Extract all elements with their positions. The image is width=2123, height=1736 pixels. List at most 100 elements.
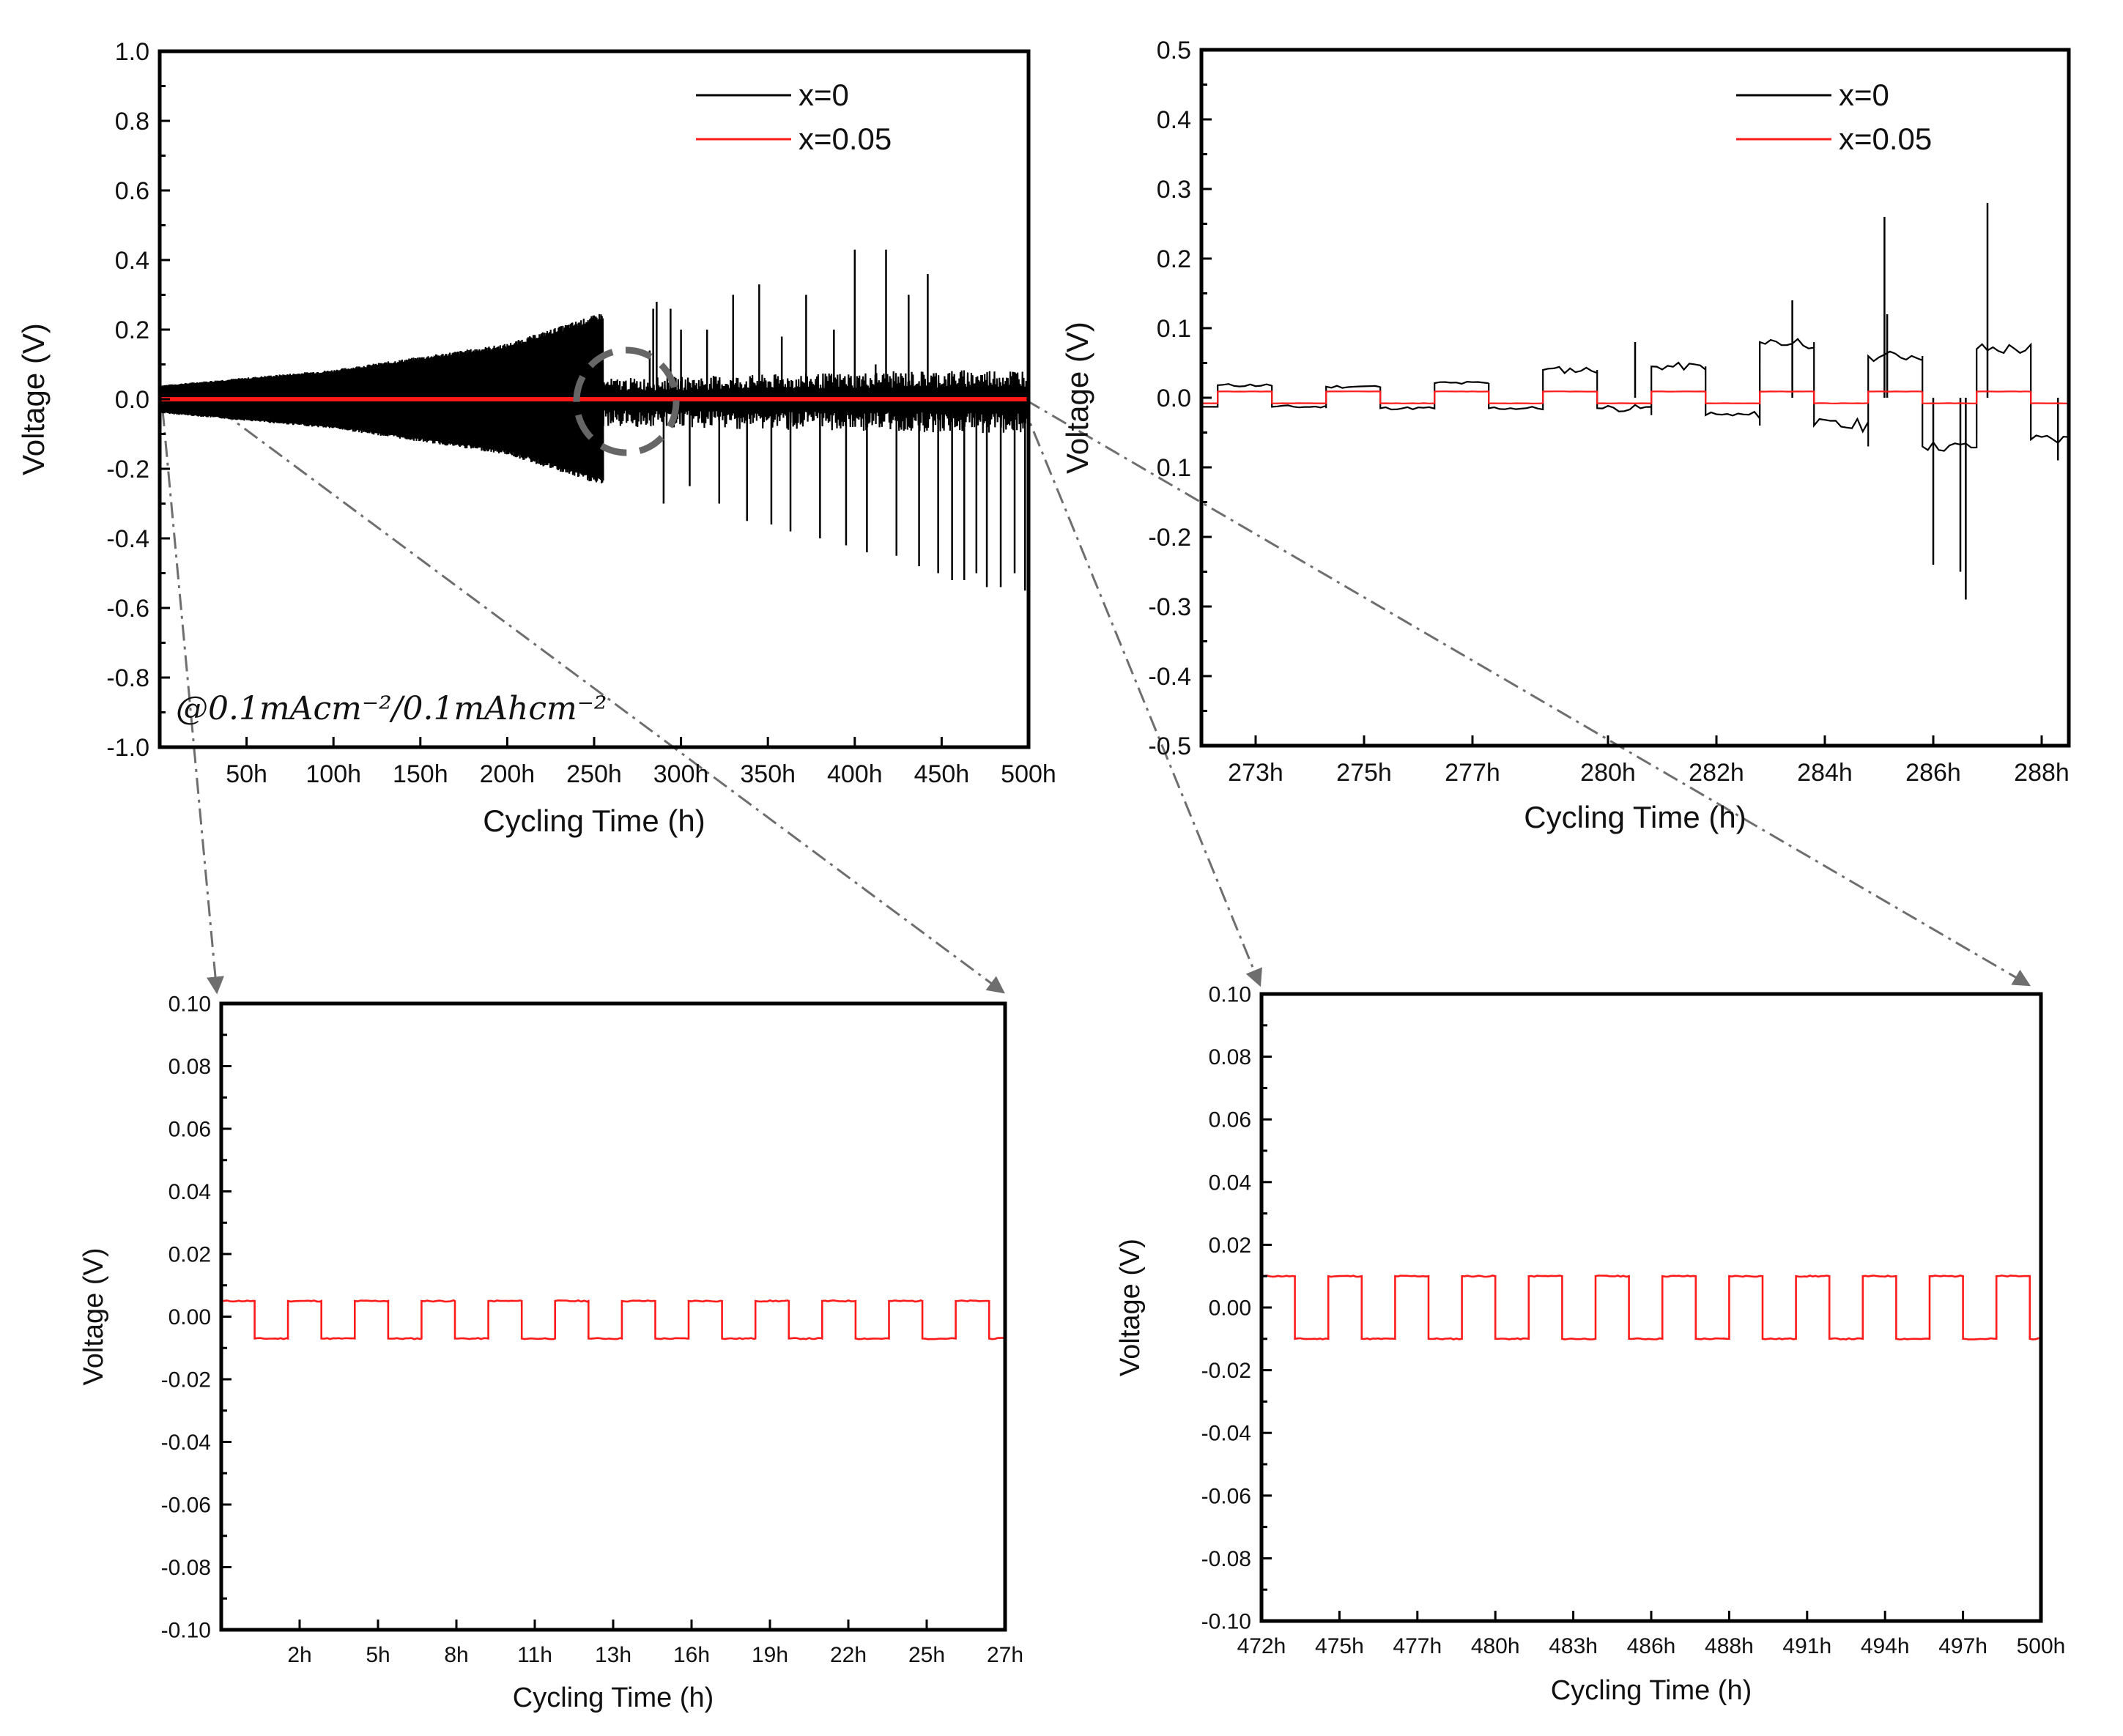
x-tick-label: 486h: [1627, 1634, 1676, 1658]
x-tick-label: 5h: [366, 1643, 390, 1667]
y-tick-label: -0.08: [1201, 1547, 1251, 1571]
x-tick-label: 13h: [595, 1643, 631, 1667]
y-tick-label: -0.04: [161, 1431, 211, 1455]
y-tick-label: 0.3: [1157, 176, 1191, 204]
y-tick-label: 0.10: [1209, 983, 1251, 1007]
x-tick-label: 286h: [1905, 759, 1961, 787]
x-tick-label: 16h: [673, 1643, 710, 1667]
legend: x=0 x=0.05: [1736, 78, 1932, 156]
x-tick-label: 284h: [1797, 759, 1853, 787]
x-tick-label: 200h: [480, 760, 536, 788]
x-tick-label: 494h: [1861, 1634, 1910, 1658]
y-tick-label: 0.1: [1157, 315, 1191, 343]
y-tick-label: 0.06: [168, 1118, 211, 1142]
series-line-x005: [1201, 390, 2069, 404]
legend: x=0 x=0.05: [696, 78, 892, 156]
y-tick-label: -0.04: [1201, 1422, 1251, 1446]
x-tick-label: 8h: [444, 1643, 468, 1667]
connector-a-to-d-left: [1020, 402, 1262, 987]
plot-frame: [1259, 992, 2043, 1623]
x-tick-label: 491h: [1782, 1634, 1831, 1658]
x-tick-label: 497h: [1938, 1634, 1987, 1658]
x-tick-label: 475h: [1315, 1634, 1364, 1658]
y-tick-label: -0.06: [1201, 1484, 1251, 1508]
x-tick-label: 483h: [1549, 1634, 1598, 1658]
y-tick-label: -0.5: [1148, 732, 1191, 760]
y-axis-title: Voltage (V): [1115, 1239, 1146, 1376]
y-tick-label: 0.5: [1157, 37, 1191, 64]
y-axis-title: Voltage (V): [1060, 322, 1094, 474]
series-line-x0: [1201, 338, 2069, 452]
x-tick-label: 100h: [305, 760, 361, 788]
y-tick-label: 0.1: [1157, 454, 1191, 482]
y-tick-label: -0.06: [161, 1494, 211, 1518]
current-density-annotation: @0.1mAcm⁻²/0.1mAhcm⁻²: [176, 690, 607, 727]
y-tick-label: -0.3: [1148, 593, 1191, 621]
x-tick-label: 11h: [517, 1643, 552, 1667]
y-tick-label: 0.08: [1209, 1045, 1251, 1069]
y-tick-label: -0.2: [1148, 524, 1191, 552]
y-tick-label: 0.00: [1209, 1297, 1251, 1321]
y-tick-label: 0.2: [115, 316, 149, 344]
y-axis-title: Voltage (V): [16, 323, 51, 475]
legend-label: x=0: [799, 78, 849, 112]
x-tick-label: 150h: [393, 760, 448, 788]
x-tick-label: 500h: [2017, 1634, 2066, 1658]
x-tick-label: 477h: [1393, 1634, 1442, 1658]
x-tick-label: 277h: [1445, 759, 1500, 787]
plot-area: [160, 249, 1029, 591]
y-tick-label: -1.0: [106, 734, 149, 762]
chart-panel-c: -0.10 -0.08 -0.06 -0.04 -0.02 0.00 0.02 0.04 0.0…: [78, 993, 1023, 1714]
x-tick-label: 472h: [1237, 1634, 1286, 1658]
y-tick-label: 0.8: [115, 108, 149, 136]
connector-a-to-c-left: [161, 409, 224, 995]
x-tick-label: 500h: [1001, 760, 1056, 788]
x-tick-label: 450h: [914, 760, 970, 788]
x-tick-label: 288h: [2014, 759, 2070, 787]
connector-a-to-c-right: [219, 409, 1005, 994]
y-tick-label: -0.10: [1201, 1610, 1251, 1634]
plot-area: [1261, 1275, 2041, 1340]
x-tick-label: 280h: [1580, 759, 1636, 787]
zoom-region-circle: [573, 346, 680, 456]
x-tick-label: 25h: [908, 1643, 945, 1667]
y-tick-label: 0.02: [1209, 1234, 1251, 1258]
y-tick-label: 0.6: [115, 177, 149, 205]
x-tick-label: 400h: [827, 760, 883, 788]
x-tick-label: 250h: [566, 760, 622, 788]
zoom-connectors: [161, 398, 2031, 995]
y-tick-label: 0.4: [1157, 106, 1191, 134]
x-axis-title: Cycling Time (h): [1524, 800, 1746, 834]
chart-panel-b: -0.5 -0.4 -0.3 -0.2 0.1 0.0 0.1 0.2 0.3 0.4 0.5 273…: [1060, 37, 2071, 834]
y-tick-label: -0.02: [161, 1368, 211, 1392]
y-tick-label: -0.4: [106, 525, 149, 553]
x-tick-label: 27h: [987, 1643, 1023, 1667]
x-tick-label: 275h: [1336, 759, 1392, 787]
y-tick-label: -0.02: [1201, 1359, 1251, 1383]
x-tick-label: 300h: [653, 760, 709, 788]
series-line-x005: [221, 1299, 1005, 1340]
x-tick-label: 282h: [1689, 759, 1744, 787]
x-tick-label: 2h: [287, 1643, 311, 1667]
series-line-x005: [1261, 1275, 2041, 1340]
y-tick-label: 0.06: [1209, 1108, 1251, 1132]
x-axis-title: Cycling Time (h): [1551, 1675, 1752, 1706]
chart-panel-d: -0.10 -0.08 -0.06 -0.04 -0.02 0.00 0.02 0.04 0.0…: [1115, 983, 2065, 1707]
y-tick-label: 0.02: [168, 1243, 211, 1267]
x-tick-label: 50h: [226, 760, 267, 788]
y-tick-label: 0.2: [1157, 245, 1191, 273]
y-tick-label: -0.2: [106, 456, 149, 483]
y-tick-label: -0.8: [106, 664, 149, 692]
x-tick-label: 19h: [752, 1643, 788, 1667]
plot-area: [221, 1299, 1005, 1340]
x-axis-title: Cycling Time (h): [483, 804, 705, 838]
x-tick-label: 350h: [740, 760, 796, 788]
y-axis-title: Voltage (V): [78, 1248, 109, 1386]
y-tick-label: -0.6: [106, 595, 149, 623]
legend-label: x=0: [1839, 78, 1889, 112]
legend-label: x=0.05: [1839, 122, 1932, 156]
y-tick-label: -0.08: [161, 1556, 211, 1580]
plot-frame: [219, 1001, 1007, 1632]
y-tick-label: 1.0: [115, 38, 149, 66]
